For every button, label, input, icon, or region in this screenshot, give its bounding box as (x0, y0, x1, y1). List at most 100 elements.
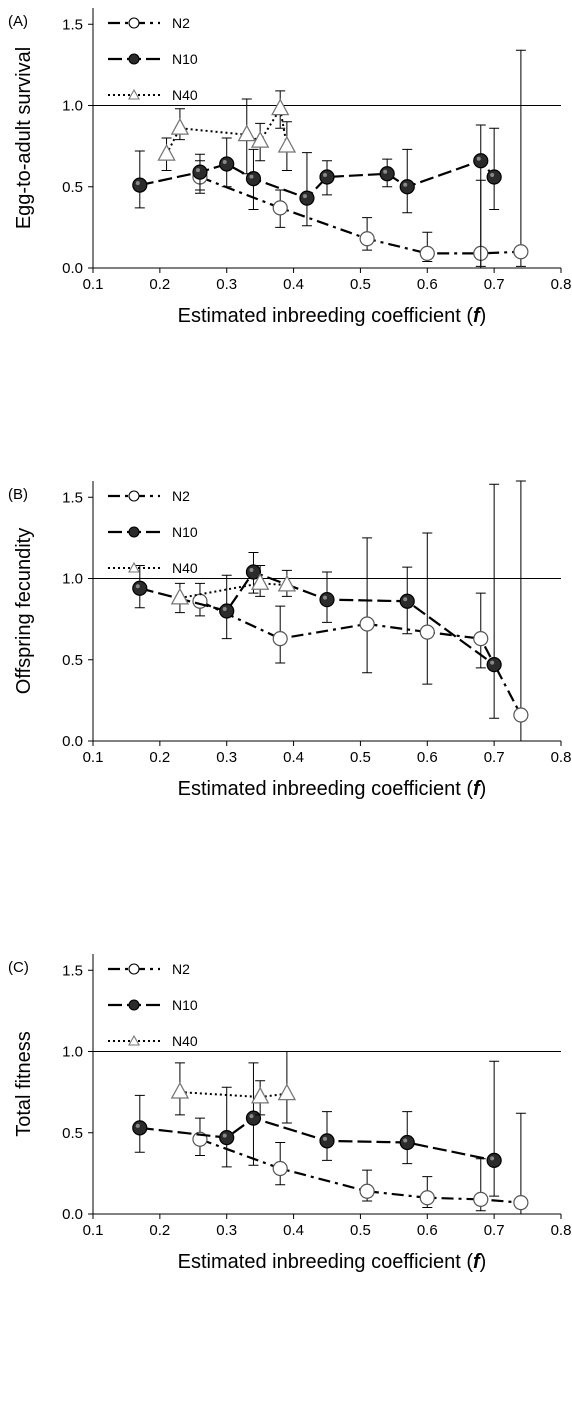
data-point (237, 124, 256, 142)
panel-letter: (A) (8, 13, 28, 30)
legend-entry-n10: N10 (108, 51, 198, 67)
legend-marker (128, 561, 140, 573)
legend-marker (128, 53, 140, 65)
legend-marker (128, 1034, 140, 1046)
series-line (179, 582, 287, 599)
data-point (473, 631, 489, 647)
data-point-highlight (249, 174, 254, 179)
series-n40 (157, 90, 297, 175)
data-point (170, 587, 190, 605)
data-point-highlight (490, 173, 495, 177)
data-point (486, 1152, 502, 1168)
data-point (513, 707, 529, 723)
y-tick-label: 0.5 (62, 652, 83, 669)
y-tick-label: 0.0 (62, 1206, 83, 1223)
data-point-highlight (249, 1114, 254, 1119)
y-tick-label: 0.5 (62, 179, 83, 196)
data-point (170, 1081, 190, 1099)
data-point (419, 245, 435, 261)
data-point (170, 117, 190, 135)
y-tick-label: 1.0 (62, 98, 83, 115)
data-point (319, 592, 335, 608)
data-point-highlight (222, 160, 227, 164)
data-point (319, 169, 335, 185)
data-point (272, 1160, 288, 1177)
x-tick-label: 0.6 (417, 749, 438, 766)
data-point (245, 171, 262, 187)
x-tick-label: 0.5 (350, 1222, 371, 1239)
panel-c: 0.1 0.2 0.3 0.4 0.5 0.6 0.7 0.8 0.0 0.5 1.0 1.5 (C) T… (8, 954, 571, 1273)
series-n40 (170, 1051, 297, 1124)
x-tick-label: 0.7 (484, 276, 505, 293)
data-point-highlight (222, 1133, 227, 1138)
x-tick-label: 0.3 (216, 276, 237, 293)
data-point-highlight (403, 1138, 408, 1143)
data-point-highlight (383, 169, 388, 174)
data-point-highlight (135, 584, 140, 589)
panel-letter: (B) (8, 486, 28, 503)
data-point (359, 231, 375, 247)
legend-marker (128, 17, 140, 29)
legend-label: N2 (172, 961, 190, 977)
legend-label: N40 (172, 560, 198, 576)
data-point (192, 164, 208, 180)
legend-marker (128, 490, 140, 502)
series-line (139, 570, 495, 666)
legend-label: N2 (172, 15, 190, 31)
y-tick-label: 1.5 (62, 16, 83, 33)
data-point (277, 135, 297, 153)
data-point (299, 190, 315, 206)
data-point (219, 1130, 235, 1146)
data-point (250, 1086, 270, 1104)
x-tick-label: 0.2 (149, 1222, 170, 1239)
y-tick-label: 0.0 (62, 733, 83, 750)
data-point (513, 1195, 529, 1211)
data-point (419, 624, 435, 640)
x-tick-label: 0.4 (283, 276, 304, 293)
series-n10 (132, 483, 502, 719)
x-axis-label: Estimated inbreeding coefficient (f) (178, 1251, 487, 1273)
x-tick-label: 0.1 (83, 276, 104, 293)
y-tick-label: 0.5 (62, 1125, 83, 1142)
series-line (139, 1116, 495, 1162)
data-point (473, 153, 489, 169)
legend-label: N10 (172, 524, 198, 540)
data-point (486, 169, 502, 185)
x-axis-label-main: Estimated inbreeding coefficient ( (178, 305, 474, 327)
y-axis-label: Offspring fecundity (13, 528, 35, 694)
y-tick-label: 0.0 (62, 260, 83, 277)
data-point (250, 130, 270, 148)
data-point (359, 1183, 375, 1199)
data-point (219, 156, 235, 172)
data-point (399, 593, 415, 609)
series-n2 (192, 480, 529, 742)
x-tick-label: 0.6 (417, 1222, 438, 1239)
data-point (157, 143, 176, 161)
data-point-highlight (323, 1136, 327, 1141)
data-point-highlight (135, 181, 140, 186)
x-tick-label: 0.3 (216, 749, 237, 766)
data-point (245, 1110, 262, 1126)
x-axis-label-symbol: f (473, 778, 482, 800)
legend-entry-n2: N2 (108, 961, 190, 977)
data-point-highlight (476, 156, 481, 161)
x-tick-label: 0.2 (149, 749, 170, 766)
data-point-highlight (249, 568, 254, 572)
x-tick-label: 0.5 (350, 276, 371, 293)
data-point-highlight (323, 595, 327, 600)
x-tick-label: 0.7 (484, 749, 505, 766)
data-point (486, 657, 502, 673)
data-point (319, 1133, 335, 1149)
data-point-highlight (222, 607, 227, 611)
series-line (199, 600, 522, 716)
data-point-highlight (490, 660, 495, 665)
y-tick-label: 1.5 (62, 962, 83, 979)
data-point (473, 1191, 489, 1207)
data-point-highlight (302, 194, 307, 199)
legend-label: N40 (172, 1033, 198, 1049)
data-point (219, 603, 235, 619)
series-n2 (192, 1112, 529, 1215)
x-axis-label-end: ) (480, 1251, 487, 1273)
x-tick-label: 0.8 (551, 1222, 572, 1239)
data-point-highlight (323, 173, 327, 177)
